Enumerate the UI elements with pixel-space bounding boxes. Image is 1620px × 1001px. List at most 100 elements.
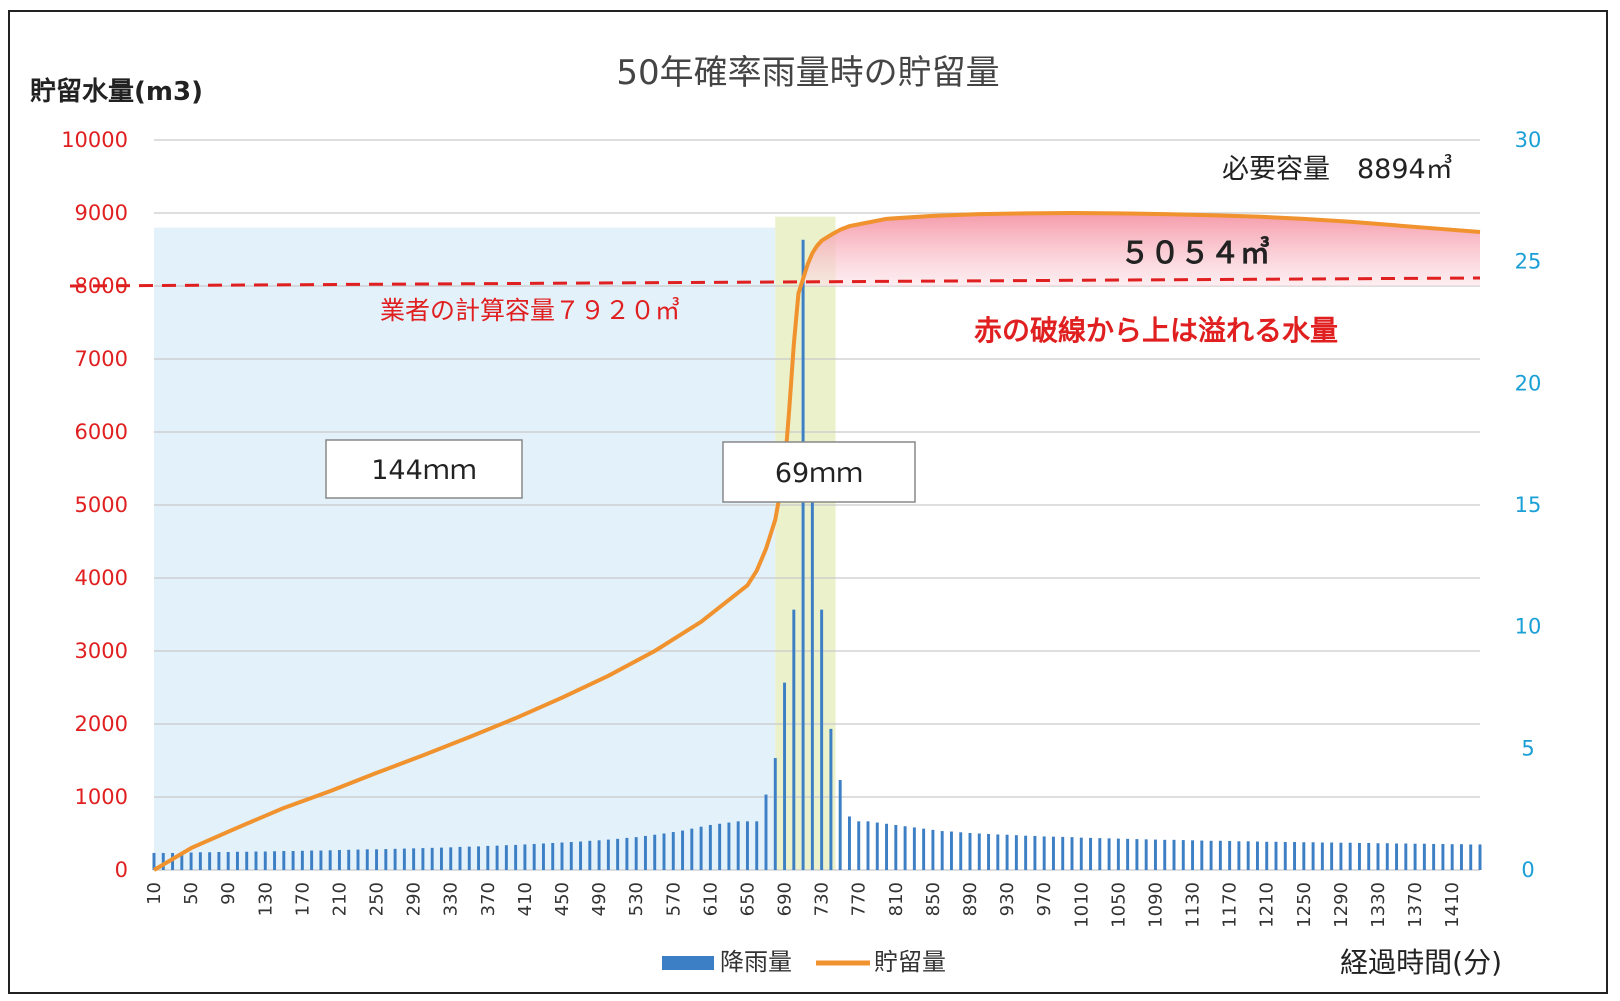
right-tick-label: 10: [1515, 615, 1542, 639]
rainfall-bar: [1302, 842, 1306, 870]
rainfall-bar: [940, 831, 944, 870]
rainfall-bar: [1005, 834, 1009, 870]
rainfall-bar: [931, 829, 935, 870]
rainfall-bar: [1237, 841, 1241, 870]
rainfall-bar: [189, 852, 193, 870]
annotation-box-69mm: 69ｍｍ: [722, 441, 916, 503]
rainfall-bar: [1116, 838, 1120, 870]
rainfall-bar: [847, 816, 851, 870]
rainfall-bar: [1098, 838, 1102, 870]
rainfall-bar: [1191, 840, 1195, 870]
rainfall-bar: [1135, 839, 1139, 870]
x-tick-label: 530: [626, 882, 647, 916]
x-tick-label: 1130: [1183, 882, 1204, 928]
rainfall-bar: [949, 831, 953, 870]
x-tick-label: 210: [329, 882, 350, 916]
left-tick-label: 1000: [75, 785, 128, 809]
rainfall-bar: [653, 834, 657, 870]
rainfall-bar: [736, 821, 740, 870]
rainfall-bar: [588, 840, 592, 870]
overflow-note: 赤の破線から上は溢れる水量: [974, 314, 1338, 347]
rainfall-bar: [347, 849, 351, 870]
left-tick-label: 2000: [75, 712, 128, 736]
rainfall-bar: [671, 832, 675, 870]
rainfall-bar: [597, 840, 601, 870]
x-tick-label: 850: [923, 882, 944, 916]
rainfall-bar: [838, 779, 842, 870]
rainfall-bar: [337, 850, 341, 870]
rainfall-bar: [421, 848, 425, 870]
x-tick-label: 690: [775, 882, 796, 916]
chart-svg: 0100020003000400050006000700080009000100…: [30, 53, 1542, 979]
x-tick-label: 490: [589, 882, 610, 916]
rainfall-bar: [1265, 841, 1269, 870]
left-tick-label: 0: [115, 858, 128, 882]
rainfall-bar: [1153, 839, 1157, 870]
legend-swatch-rainfall: [662, 956, 714, 970]
rainfall-bar: [282, 851, 286, 870]
x-tick-label: 1370: [1405, 882, 1426, 928]
rainfall-bar: [820, 609, 824, 870]
contractor-capacity-label: 業者の計算容量７９２０㎥: [380, 296, 680, 325]
rainfall-bar: [171, 852, 175, 870]
x-tick-label: 1290: [1331, 882, 1352, 928]
rainfall-bar: [755, 821, 759, 870]
rainfall-bar: [1024, 835, 1028, 870]
rainfall-bar: [968, 833, 972, 870]
rainfall-bar: [375, 849, 379, 870]
rainfall-bar: [532, 843, 536, 870]
left-tick-label: 6000: [75, 420, 128, 444]
x-tick-label: 1250: [1294, 882, 1315, 928]
left-tick-label: 4000: [75, 566, 128, 590]
rainfall-bar: [912, 827, 916, 870]
x-tick-label: 890: [960, 882, 981, 916]
rainfall-bar: [1181, 840, 1185, 870]
left-tick-label: 7000: [75, 347, 128, 371]
rainfall-bar: [922, 828, 926, 870]
rainfall-bar: [551, 842, 555, 870]
rainfall-bar: [254, 851, 258, 870]
rainfall-bar: [1441, 843, 1445, 870]
right-tick-label: 30: [1515, 128, 1542, 152]
rainfall-bar: [1357, 842, 1361, 870]
rainfall-bar: [866, 821, 870, 870]
rainfall-bar: [226, 851, 230, 870]
left-tick-label: 8000: [75, 274, 128, 298]
rainfall-bar: [1144, 839, 1148, 870]
legend-label-storage: 貯留量: [874, 948, 946, 976]
rainfall-bar: [810, 500, 814, 870]
chart-title: 50年確率雨量時の貯留量: [616, 53, 999, 93]
rainfall-bar: [180, 852, 184, 870]
overflow-fill: [803, 213, 1480, 286]
rainfall-bar: [625, 837, 629, 870]
x-tick-label: 770: [849, 882, 870, 916]
rainfall-bar: [310, 850, 314, 870]
x-tick-label: 930: [997, 882, 1018, 916]
rainfall-bar: [514, 844, 518, 870]
shade-blue-region: [154, 227, 776, 871]
x-tick-label: 250: [367, 882, 388, 916]
rainfall-bar: [996, 834, 1000, 870]
rainfall-bar: [977, 833, 981, 870]
rainfall-bar: [1255, 841, 1259, 870]
right-tick-label: 0: [1521, 858, 1534, 882]
rainfall-bar: [161, 852, 165, 870]
rainfall-bar: [903, 826, 907, 870]
rainfall-bar: [300, 850, 304, 870]
rainfall-bar: [1311, 842, 1315, 870]
x-tick-label: 10: [144, 882, 165, 905]
rainfall-bar: [1209, 840, 1213, 870]
rainfall-bar: [1413, 843, 1417, 870]
rainfall-bar: [541, 843, 545, 870]
rainfall-bar: [792, 609, 796, 870]
rainfall-bar: [1033, 835, 1037, 870]
x-tick-label: 450: [552, 882, 573, 916]
rainfall-bar: [495, 845, 499, 870]
rainfall-bar: [829, 728, 833, 870]
chart-frame: 0 1000 2000 3000 4000 5000 6000 7000 8000 9000 100…: [8, 10, 1608, 994]
rainfall-bar: [569, 842, 573, 870]
rainfall-bar: [662, 833, 666, 870]
rainfall-bar: [152, 852, 156, 870]
rainfall-bar: [235, 851, 239, 870]
rainfall-bar: [1459, 844, 1463, 870]
